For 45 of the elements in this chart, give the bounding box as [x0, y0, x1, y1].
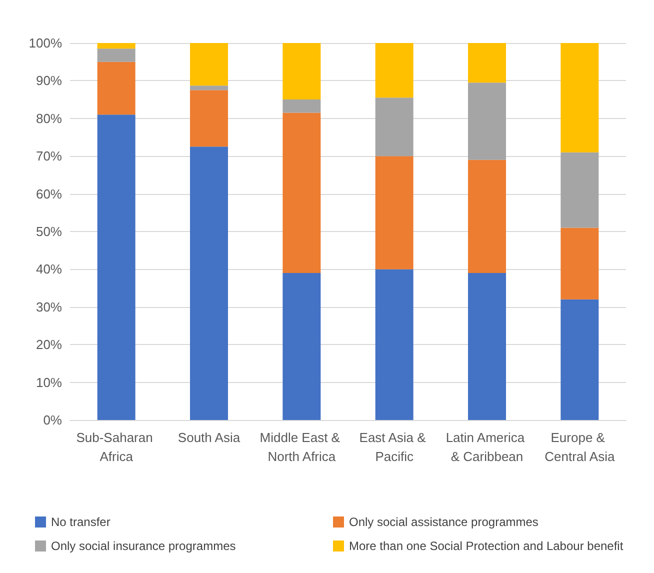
bar [190, 146, 228, 420]
bar [190, 86, 228, 90]
y-tick-label: 70% [36, 148, 62, 164]
bar [97, 62, 136, 115]
y-tick-label: 10% [36, 374, 62, 390]
legend-label: Only social insurance programmes [51, 539, 236, 553]
y-tick-label: 60% [36, 186, 62, 202]
bar [282, 43, 321, 100]
y-tick-label: 30% [36, 299, 62, 314]
bar [282, 112, 321, 273]
bar [190, 43, 228, 86]
legend-label: Only social assistance programmes [349, 515, 538, 529]
y-tick-label: 40% [36, 262, 62, 277]
y-tick-label: 0% [43, 412, 62, 428]
bar [97, 43, 136, 49]
bar [560, 299, 599, 420]
bar [375, 43, 414, 98]
bar [560, 43, 599, 152]
legend-label: More than one Social Protection and Labour benefit [349, 539, 624, 553]
bar [468, 272, 506, 420]
bar [468, 82, 506, 160]
x-tick-label: Sub-Saharan Africa [76, 430, 156, 464]
bar [375, 98, 414, 156]
bar [468, 43, 506, 83]
bar [560, 152, 599, 228]
legend-label: No transfer [51, 515, 110, 529]
bar [468, 160, 506, 273]
x-tick-label: Europe & Central Asia [544, 430, 616, 464]
bar [282, 272, 321, 420]
bar [282, 100, 321, 113]
bar [560, 228, 599, 300]
y-tick-label: 50% [36, 224, 62, 239]
bar [375, 156, 414, 270]
y-tick-label: 20% [36, 337, 62, 352]
y-tick-label: 90% [36, 73, 62, 88]
x-tick-label: Middle East & North Africa [260, 430, 344, 464]
x-tick-label: Latin America & Caribbean [446, 430, 528, 464]
x-tick-label: East Asia & Pacific [359, 430, 430, 464]
y-tick-label: 100% [28, 36, 62, 50]
x-tick-label: South Asia [178, 430, 241, 445]
bar [97, 114, 136, 420]
bar [190, 90, 228, 147]
y-tick-label: 80% [36, 110, 62, 126]
bar [375, 269, 414, 420]
bar [97, 48, 136, 62]
